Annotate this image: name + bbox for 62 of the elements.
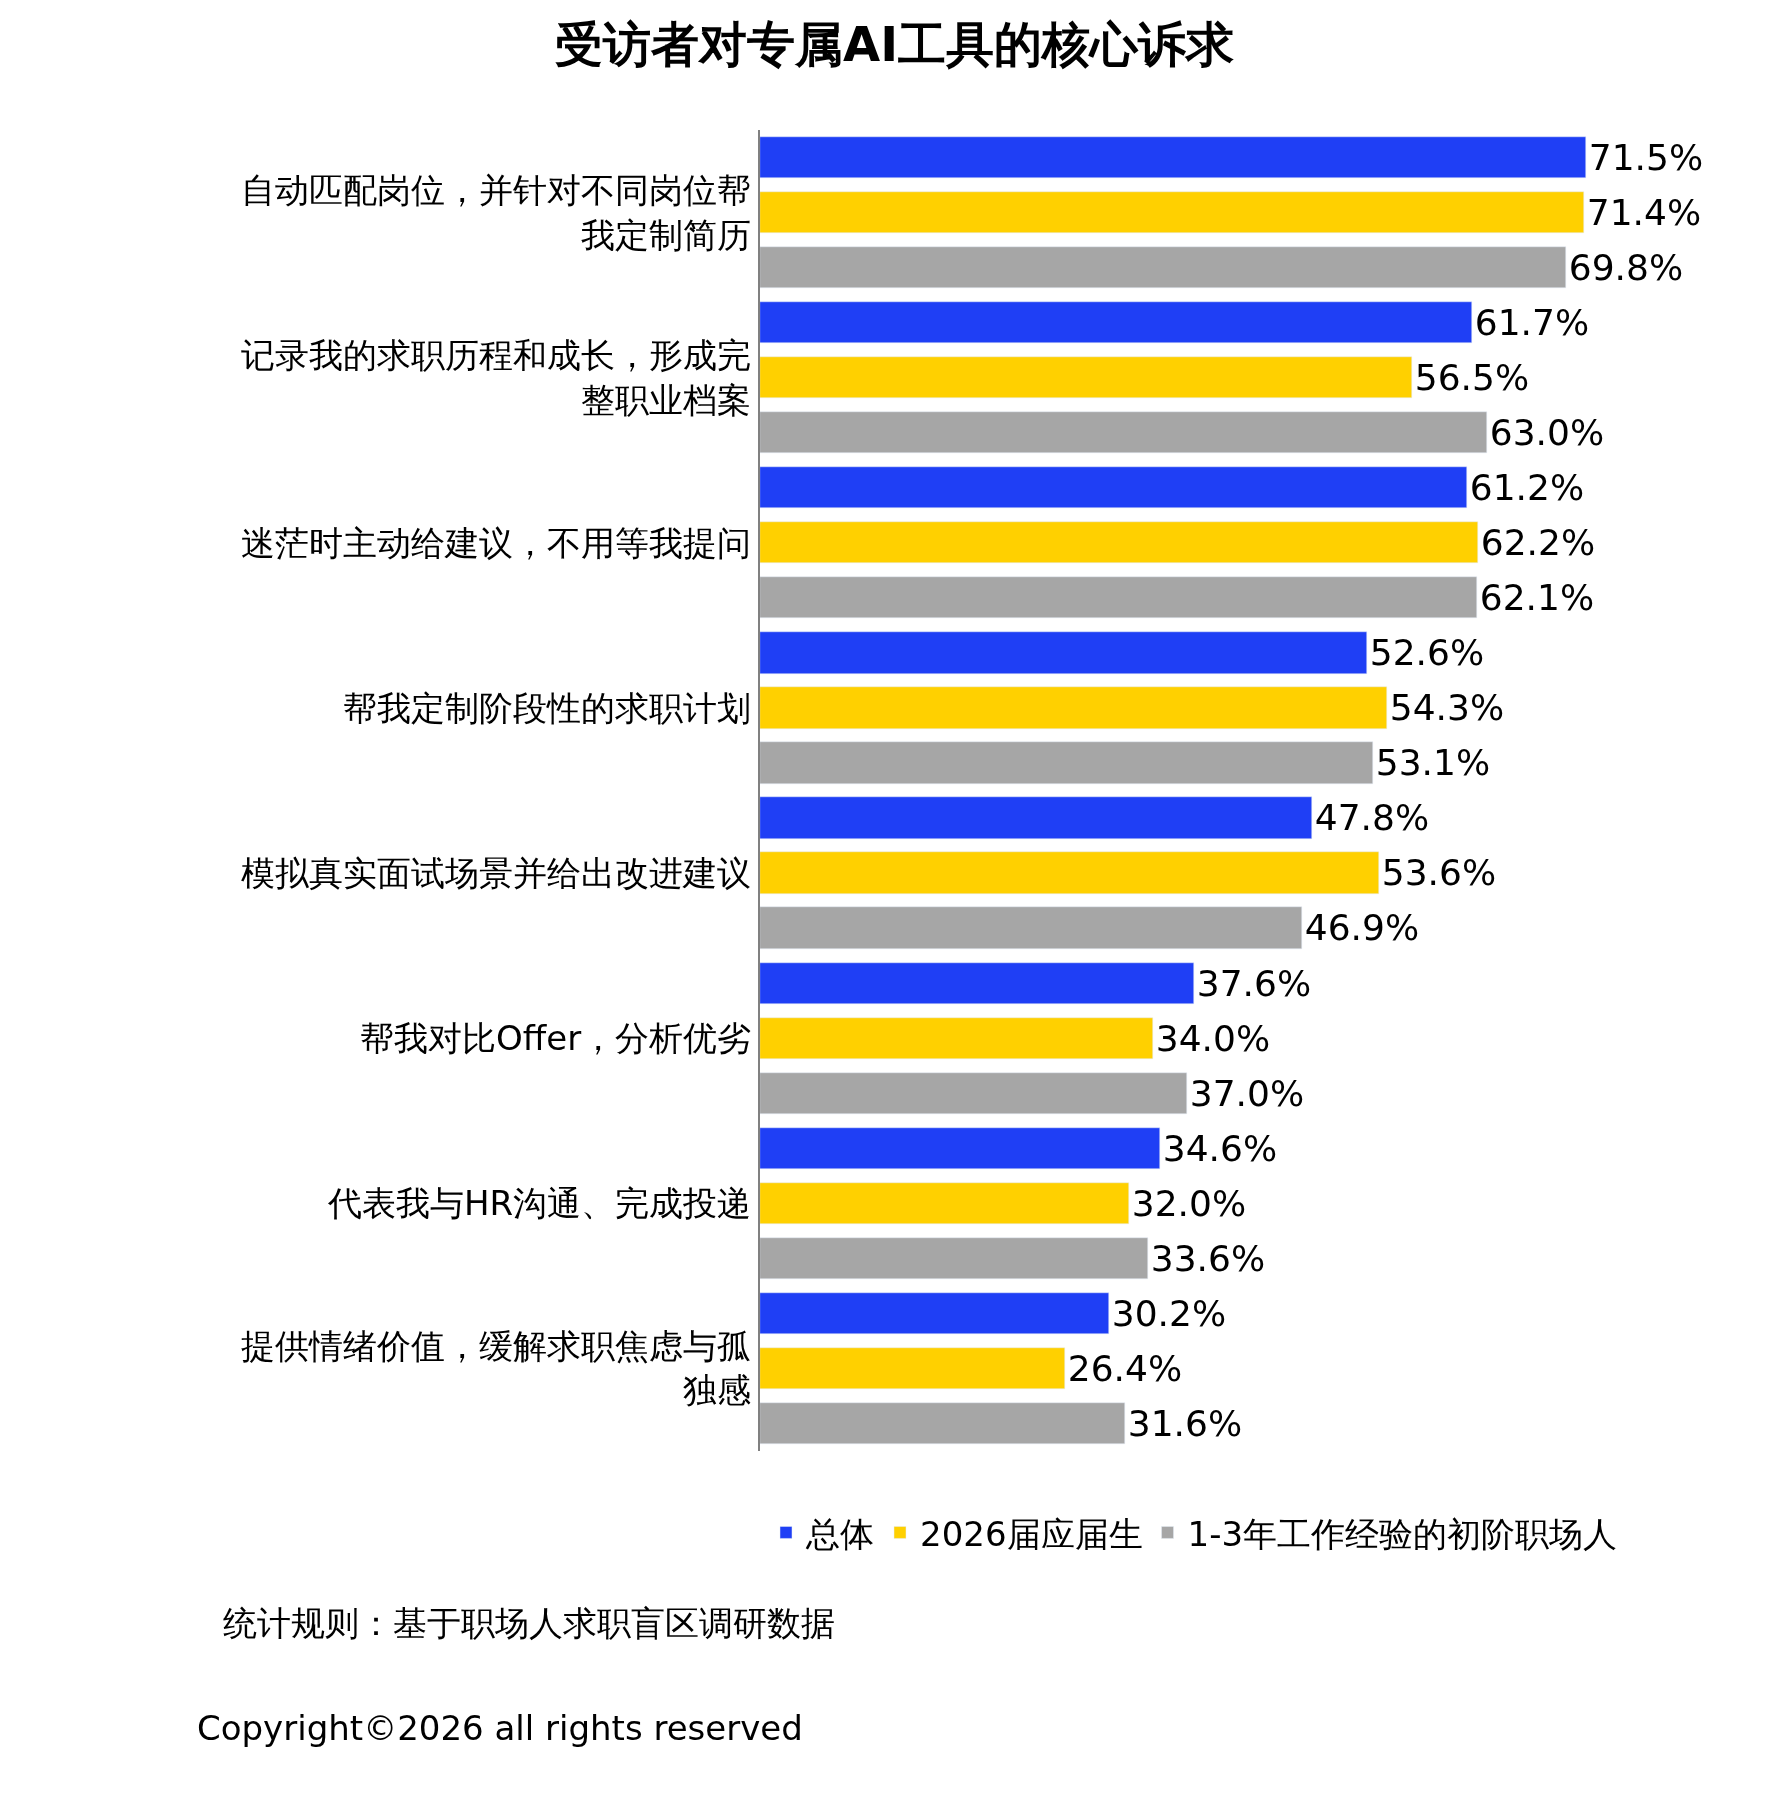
y-tick-label: 迷茫时主动给建议，不用等我提问 <box>241 522 752 563</box>
bar <box>760 136 1586 178</box>
y-tick-label: 帮我对比Offer，分析优劣 <box>360 1018 752 1059</box>
bar <box>760 1072 1187 1114</box>
data-label: 53.6% <box>1381 852 1497 894</box>
data-label: 54.3% <box>1389 687 1505 729</box>
text: Copyright©2026 all rights reserved <box>197 1708 803 1748</box>
bar <box>760 686 1387 729</box>
data-label: 33.6% <box>1150 1237 1266 1279</box>
text: 统计规则：基于职场人求职盲区调研数据 <box>223 1603 835 1643</box>
bar <box>760 246 1566 288</box>
data-label: 32.0% <box>1131 1182 1247 1224</box>
bar <box>760 1347 1065 1389</box>
data-label: 37.0% <box>1189 1072 1305 1114</box>
data-label: 30.2% <box>1111 1292 1227 1334</box>
data-label: 69.8% <box>1568 246 1684 288</box>
bar <box>760 356 1412 398</box>
chart-title: 受访者对专属AI工具的核心诉求 <box>554 15 1235 72</box>
bar <box>760 1292 1109 1334</box>
bar <box>760 466 1467 508</box>
bar <box>760 1127 1160 1169</box>
data-label: 46.9% <box>1304 907 1420 949</box>
data-label: 63.0% <box>1489 411 1605 453</box>
bar <box>760 851 1379 894</box>
y-tick-label: 提供情绪价值，缓解求职焦虑与孤独感 <box>241 1326 752 1411</box>
bar <box>760 906 1302 949</box>
y-tick-label: 模拟真实面试场景并给出改进建议 <box>241 852 752 893</box>
data-label: 71.5% <box>1588 136 1704 178</box>
bar <box>760 1182 1129 1224</box>
bar <box>760 191 1584 233</box>
data-label: 71.4% <box>1586 191 1702 233</box>
y-tick-label: 代表我与HR沟通、完成投递 <box>327 1183 752 1224</box>
bar <box>760 411 1487 453</box>
bar <box>760 1017 1153 1059</box>
data-label: 53.1% <box>1375 742 1491 784</box>
legend-label: 2026届应届生 <box>920 1513 1143 1554</box>
data-label: 26.4% <box>1067 1347 1183 1389</box>
data-label: 34.0% <box>1155 1017 1271 1059</box>
data-label: 31.6% <box>1127 1402 1243 1444</box>
bar <box>760 741 1373 784</box>
legend-label: 1-3年工作经验的初阶职场人 <box>1187 1513 1618 1554</box>
data-label: 37.6% <box>1196 962 1312 1004</box>
data-label: 34.6% <box>1162 1127 1278 1169</box>
bar <box>760 1402 1125 1444</box>
data-label: 62.1% <box>1479 576 1595 618</box>
bar <box>760 521 1478 563</box>
bar <box>760 631 1367 674</box>
bar <box>760 962 1194 1004</box>
data-label: 52.6% <box>1369 632 1485 674</box>
data-label: 61.7% <box>1474 301 1590 343</box>
y-tick-label: 自动匹配岗位，并针对不同岗位帮我定制简历 <box>241 170 752 255</box>
y-tick-label: 记录我的求职历程和成长，形成完整职业档案 <box>241 335 752 420</box>
bar <box>760 796 1312 839</box>
data-label: 62.2% <box>1480 521 1596 563</box>
data-label: 61.2% <box>1469 466 1585 508</box>
data-label: 47.8% <box>1314 797 1430 839</box>
legend-label: 总体 <box>805 1513 874 1554</box>
y-tick-label: 帮我定制阶段性的求职计划 <box>343 687 752 728</box>
bar <box>760 576 1477 618</box>
bar <box>760 1237 1148 1279</box>
bar <box>760 301 1472 343</box>
data-label: 56.5% <box>1414 356 1530 398</box>
